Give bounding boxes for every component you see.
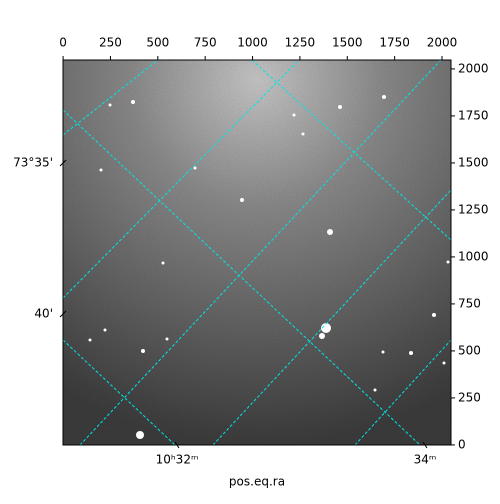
x-tick-label: 1000 xyxy=(237,36,268,50)
y-tick-label: 250 xyxy=(458,390,481,404)
x-tick-label: 0 xyxy=(59,36,67,50)
dec-tick xyxy=(59,159,67,167)
coordinate-grid xyxy=(63,60,451,445)
y-tick-label: 500 xyxy=(458,343,481,357)
sky-image xyxy=(63,60,451,445)
y-tick-label: 1500 xyxy=(458,155,489,169)
x-tick-label: 1250 xyxy=(285,36,316,50)
y-tick-label: 750 xyxy=(458,296,481,310)
ra-tick xyxy=(174,441,180,449)
y-tick-label: 1250 xyxy=(458,202,489,216)
y-tick-label: 1750 xyxy=(458,108,489,122)
ra-tick-label: 10ʰ32ᵐ xyxy=(156,453,199,467)
ra-tick xyxy=(422,441,428,449)
x-tick-label: 750 xyxy=(194,36,217,50)
x-tick-label: 1500 xyxy=(332,36,363,50)
dec-tick-label: 40' xyxy=(34,307,53,321)
y-tick-label: 0 xyxy=(458,437,466,451)
x-tick-label: 2000 xyxy=(427,36,458,50)
x-tick-label: 1750 xyxy=(379,36,410,50)
dec-tick-label: 73°35' xyxy=(13,156,53,170)
axes-frame xyxy=(62,59,452,446)
dec-tick xyxy=(59,310,67,318)
x-tick-label: 250 xyxy=(99,36,122,50)
ra-tick-label: 34ᵐ xyxy=(414,453,437,467)
x-tick-label: 500 xyxy=(146,36,169,50)
x-axis-label: pos.eq.ra xyxy=(229,475,285,489)
y-tick-label: 1000 xyxy=(458,249,489,263)
y-tick-label: 2000 xyxy=(458,61,489,75)
